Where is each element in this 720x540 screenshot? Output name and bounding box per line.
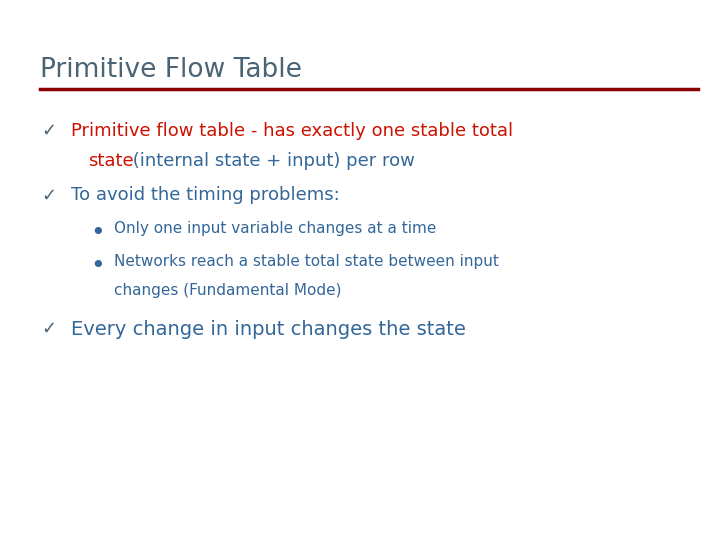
Text: To avoid the timing problems:: To avoid the timing problems: [71, 186, 339, 204]
Text: Networks reach a stable total state between input: Networks reach a stable total state betw… [114, 254, 499, 269]
Text: ✓: ✓ [41, 320, 57, 338]
Text: state: state [89, 152, 134, 170]
Text: ✓: ✓ [41, 122, 57, 139]
Text: Every change in input changes the state: Every change in input changes the state [71, 320, 465, 339]
Text: •: • [90, 254, 104, 278]
Text: ✓: ✓ [41, 186, 57, 204]
Text: (internal state + input) per row: (internal state + input) per row [127, 152, 415, 170]
Text: •: • [90, 221, 104, 245]
Text: Primitive flow table - has exactly one stable total: Primitive flow table - has exactly one s… [71, 122, 513, 139]
Text: Primitive Flow Table: Primitive Flow Table [40, 57, 302, 83]
Text: changes (Fundamental Mode): changes (Fundamental Mode) [114, 284, 341, 299]
Text: Only one input variable changes at a time: Only one input variable changes at a tim… [114, 221, 436, 237]
